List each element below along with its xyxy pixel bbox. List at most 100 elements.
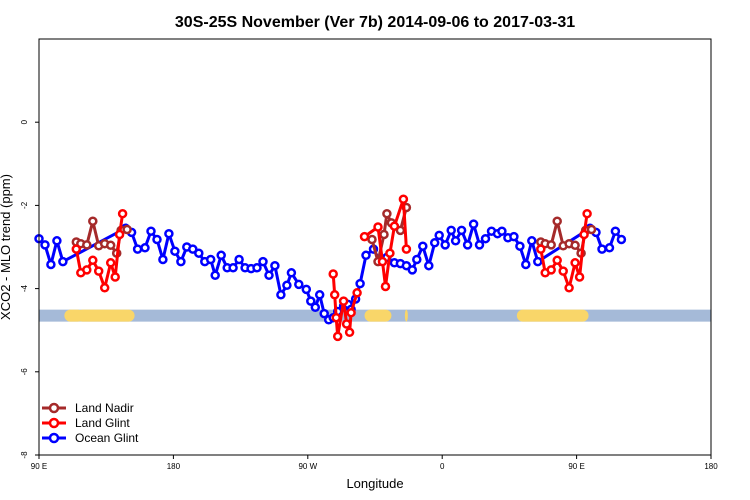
ocean-glint-point (140, 243, 150, 253)
land-glint-point (114, 229, 125, 240)
x-tick-label: 90 W (298, 462, 317, 471)
ocean-glint-point (509, 231, 519, 242)
ocean-glint-point (407, 265, 418, 275)
land-glint-point (564, 283, 574, 293)
ocean-glint-point (188, 244, 198, 254)
legend-label: Land Glint (75, 416, 130, 430)
land-glint-point (377, 256, 388, 267)
x-axis-label: Longitude (346, 476, 403, 491)
ocean-glint-point (497, 226, 507, 236)
ocean-glint-point (270, 260, 280, 271)
land-glint-point (398, 194, 409, 204)
land-glint-point (380, 281, 391, 292)
land-glint-point (338, 296, 349, 306)
ocean-glint-point (434, 230, 444, 241)
land-glint-point (558, 266, 568, 276)
land-nadir-point (82, 240, 92, 250)
land-glint-point (546, 265, 556, 275)
land-glint-point (117, 208, 128, 219)
y-axis: 0 -2 -4 -6 -8 (20, 119, 39, 459)
land-glint-point (385, 248, 395, 258)
ocean-glint-point (456, 225, 467, 236)
x-tick-label: 90 E (31, 462, 47, 471)
land-glint-point (88, 255, 98, 266)
ocean-glint-point (152, 234, 162, 245)
land-glint-point (110, 272, 120, 282)
ocean-glint-point (252, 263, 262, 273)
ocean-glint-point (158, 254, 168, 265)
ocean-glint-point (597, 244, 607, 254)
ocean-glint-point (234, 254, 244, 265)
ocean-glint-point (216, 250, 226, 261)
ocean-glint-point (194, 248, 204, 258)
ocean-glint-point (52, 236, 62, 246)
chart-title: 30S-25S November (Ver 7b) 2014-09-06 to … (175, 14, 575, 31)
land-glint-point (341, 319, 352, 329)
ocean-glint-point (276, 290, 286, 300)
x-tick-label: 180 (167, 462, 181, 471)
ocean-glint-point (310, 302, 321, 313)
ocean-glint-point (521, 259, 531, 270)
land-nadir-point (379, 229, 389, 240)
plot-frame (38, 38, 712, 456)
ocean-glint-point (355, 278, 365, 289)
land-glint-series (71, 194, 592, 342)
ocean-glint-point (264, 270, 274, 281)
y-axis-label: XCO2 - MLO trend (ppm) (0, 174, 13, 320)
ocean-glint-point (205, 254, 216, 265)
ocean-glint-point (604, 243, 615, 253)
ocean-glint-point (446, 225, 456, 236)
ocean-glint-point (58, 256, 68, 267)
x-axis: 90 E 180 90 W 0 90 E 180 (31, 455, 718, 471)
land-glint-point (328, 269, 338, 279)
land-glint-point (373, 222, 383, 232)
ocean-glint-point (412, 254, 422, 265)
land-ocean-band (39, 309, 711, 322)
ocean-glint-point (468, 219, 479, 229)
ocean-glint-point (286, 268, 297, 278)
land-glint-point (359, 231, 370, 242)
ocean-glint-point (319, 308, 329, 319)
ocean-glint-point (301, 284, 312, 295)
x-tick-label: 90 E (568, 462, 584, 471)
ocean-glint-point (401, 260, 412, 271)
land-glint-point (352, 288, 362, 298)
y-tick-label: -8 (20, 451, 29, 459)
land-glint-point (579, 229, 589, 240)
legend-swatch-marker (48, 432, 60, 444)
ocean-glint-point (527, 236, 537, 246)
ocean-glint-point (361, 250, 371, 261)
legend-item-ocean-glint: Ocean Glint (42, 431, 139, 445)
y-tick-label: -6 (20, 368, 29, 376)
ocean-glint-point (176, 256, 186, 267)
land-glint-point (344, 327, 355, 338)
land-glint-point (346, 307, 356, 318)
land-glint-point (570, 258, 580, 268)
ocean-glint-point (46, 259, 56, 270)
ocean-glint-point (132, 244, 143, 254)
land-segment-2 (64, 309, 84, 322)
ocean-glint-point (474, 240, 485, 250)
ocean-glint-point (164, 228, 174, 239)
ocean-glint-point (306, 296, 316, 306)
ocean-glint-point (429, 238, 440, 248)
ocean-glint-point (282, 280, 292, 291)
ocean-glint-point (450, 236, 461, 246)
land-glint-point (574, 272, 585, 282)
x-tick-label: 180 (704, 462, 718, 471)
ocean-glint-point (294, 279, 304, 290)
land-glint-point (331, 312, 341, 323)
land-segment-3 (364, 309, 392, 322)
ocean-glint-point (515, 241, 525, 251)
ocean-glint-point (258, 256, 268, 267)
land-glint-point (93, 266, 104, 276)
ocean-glint-point (210, 270, 220, 281)
ocean-glint-point (170, 246, 180, 256)
legend-label: Ocean Glint (75, 431, 139, 445)
legend-item-land-glint: Land Glint (42, 416, 130, 430)
ocean-glint-point (418, 241, 428, 251)
y-tick-label: -4 (20, 284, 29, 292)
land-glint-point (536, 244, 546, 254)
